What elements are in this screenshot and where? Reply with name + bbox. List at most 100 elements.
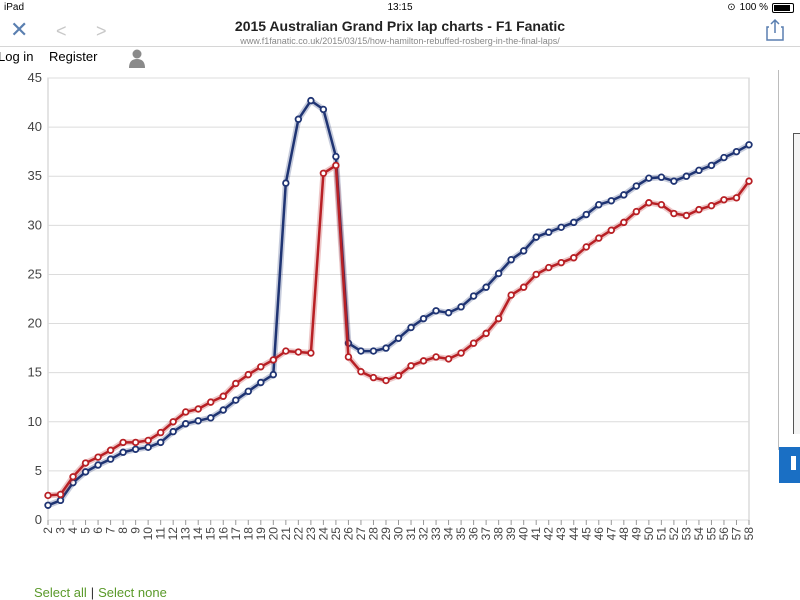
data-point [106,455,115,463]
battery-icon [772,2,794,13]
data-point [156,438,165,447]
x-tick-label: 27 [354,527,368,541]
x-tick-label: 58 [742,527,756,541]
data-point [44,501,52,509]
data-point [106,446,115,454]
x-tick-label: 18 [241,527,255,541]
data-point [457,349,465,357]
data-point [519,283,528,291]
x-tick-label: 17 [229,527,243,541]
data-point [282,347,290,355]
x-tick-label: 25 [329,527,343,541]
x-tick-label: 45 [579,527,593,541]
data-point [469,339,478,347]
x-tick-label: 11 [154,527,168,540]
x-tick-label: 21 [279,527,293,541]
data-point [232,396,240,404]
page-url[interactable]: www.f1fanatic.co.uk/2015/03/15/how-hamil… [240,36,560,46]
data-point [94,461,102,469]
y-tick-label: 25 [28,266,42,281]
data-point [469,292,478,300]
data-point [419,357,428,365]
data-point [720,196,728,204]
data-point [319,169,328,177]
data-point [131,445,140,453]
x-tick-label: 52 [667,527,681,541]
data-point [444,309,453,317]
data-point [432,353,440,361]
data-point [570,218,578,227]
data-point [532,270,540,279]
data-point [545,263,553,272]
browser-bar: ✕ < > 2015 Australian Grand Prix lap cha… [0,16,800,46]
data-point [657,173,666,181]
select-none-link[interactable]: Select none [98,585,167,600]
data-point [119,448,127,456]
data-point [507,291,515,299]
data-point [682,211,691,220]
x-tick-label: 5 [79,527,93,534]
plot-area [47,77,750,521]
lap-chart: 0 5 10 15 20 25 30 35 40 45 2 3 4 5 6 7 8 9 10 11 12 13 14 15 16… [0,70,770,570]
data-point [44,491,52,500]
x-tick-label: 56 [717,527,731,541]
x-tick-label: 3 [54,527,68,534]
data-point [257,363,265,371]
x-tick-label: 49 [629,527,643,541]
data-point [269,370,278,379]
share-icon[interactable] [764,18,786,42]
data-point [181,408,190,416]
data-point [444,355,453,363]
x-tick-label: 4 [66,527,80,534]
side-tab[interactable] [779,447,800,483]
y-tick-label: 10 [28,414,42,429]
x-tick-label: 42 [542,527,556,541]
back-arrow-icon[interactable]: < [56,21,67,41]
data-point [607,197,616,205]
lap-chart-svg: 0510152025303540452345678910111213141516… [28,70,756,541]
x-tick-label: 9 [129,527,143,534]
data-point [545,228,553,236]
data-point [307,96,315,105]
data-point [207,414,215,422]
x-tick-label: 36 [467,527,481,541]
data-point [244,387,252,396]
x-tick-label: 47 [604,527,618,541]
x-tick-label: 37 [479,527,493,541]
data-point [144,443,152,452]
x-tick-label: 26 [341,527,355,541]
data-point [494,269,503,278]
data-point [394,334,403,342]
data-point [670,209,678,218]
data-point [382,344,390,352]
data-point [194,405,202,413]
user-icon[interactable] [128,48,146,68]
side-panel [793,133,800,434]
x-tick-label: 14 [191,527,205,541]
y-tick-label: 35 [28,168,42,183]
x-tick-label: 20 [266,527,280,541]
y-tick-label: 30 [28,217,42,232]
data-point [69,473,77,481]
x-tick-label: 23 [304,527,318,541]
select-all-link[interactable]: Select all [34,585,87,600]
data-point [232,379,240,388]
data-point [332,161,340,170]
x-tick-label: 57 [729,527,743,541]
register-link[interactable]: Register [49,49,98,64]
data-point [645,199,653,207]
x-tick-label: 15 [204,527,218,541]
x-tick-label: 28 [366,527,380,541]
data-point [269,356,278,364]
x-tick-label: 50 [642,527,656,541]
status-bar: iPad 13:15 ⊙ 100 % [0,0,800,16]
x-tick-label: 43 [554,527,568,541]
close-icon[interactable]: ✕ [10,17,29,42]
data-point [557,258,565,267]
data-point [507,256,515,264]
forward-arrow-icon[interactable]: > [96,21,107,41]
x-tick-label: 46 [592,527,606,541]
data-point [357,347,365,355]
login-link[interactable]: Log in [0,49,34,64]
separator: | [90,585,95,600]
